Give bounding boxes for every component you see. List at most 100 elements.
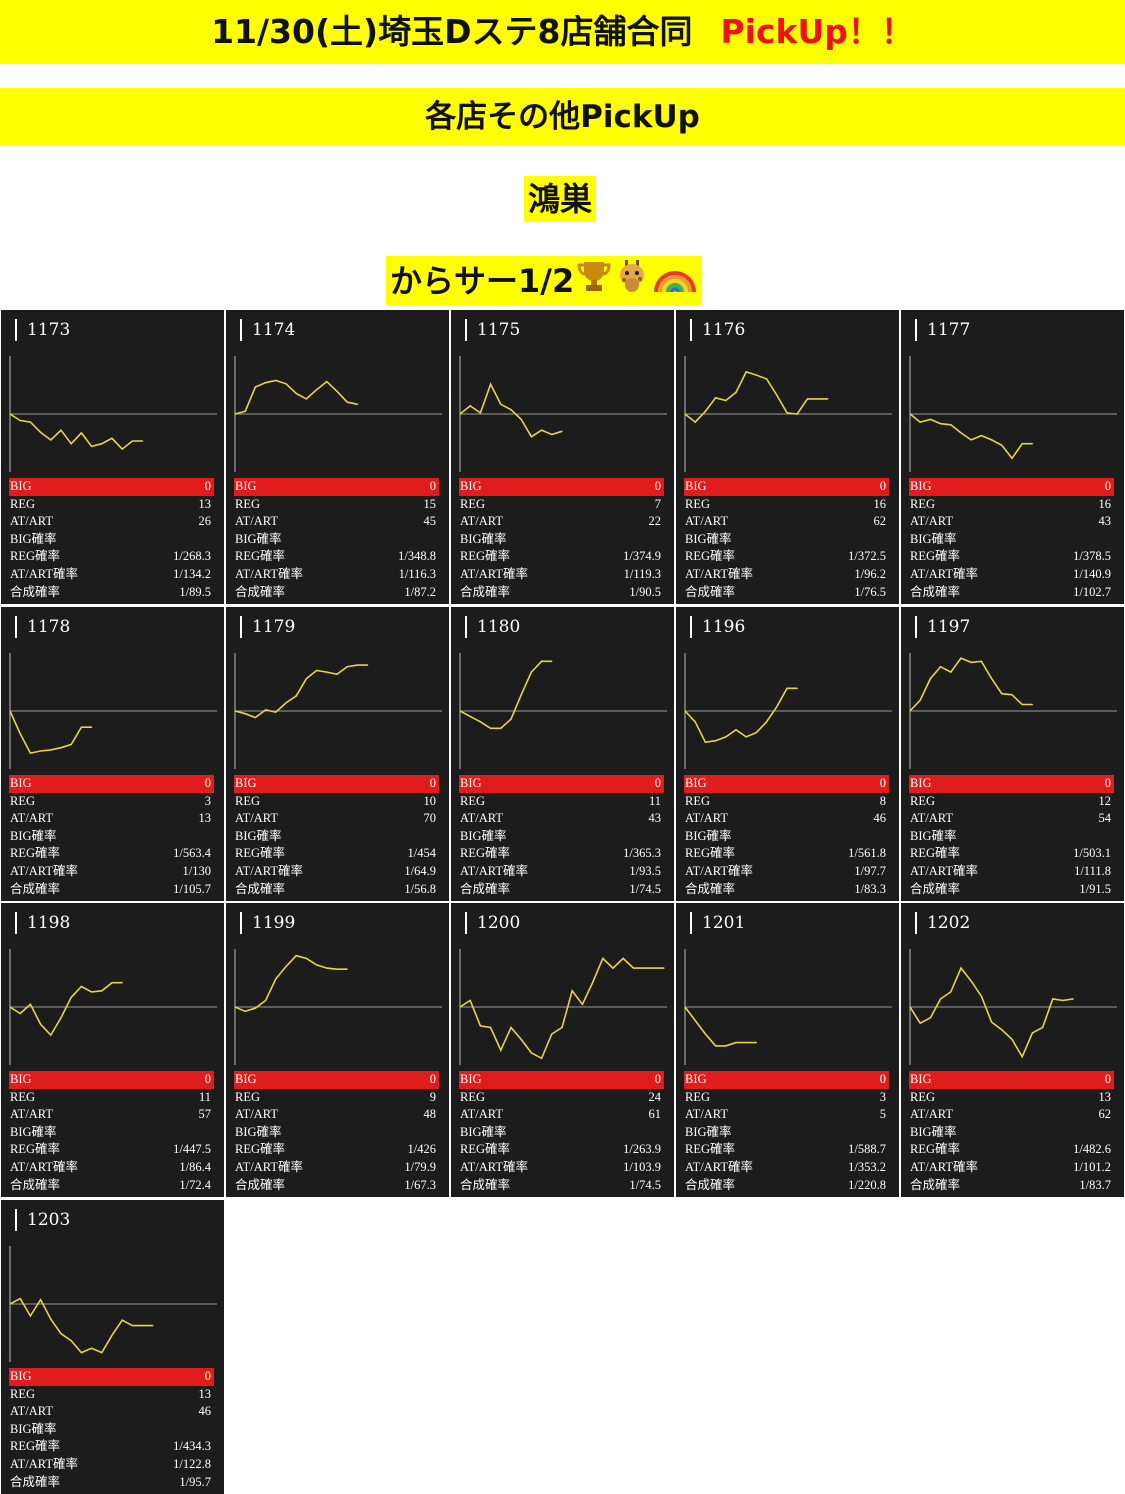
stats-table: BIG 0 REG 11 AT/ART 43 BIG確率 REG確率 1/365.3 AT/ART… (459, 775, 664, 898)
slump-point (60, 429, 62, 431)
slump-point (244, 713, 246, 715)
stat-label: REG (685, 793, 710, 808)
stat-value: 1/365.3 (623, 846, 661, 861)
stat-value: 0 (1104, 1072, 1111, 1086)
stat-row-big-rate: BIG確率 (909, 828, 1111, 846)
slump-point (29, 421, 31, 423)
stat-value: 1/426 (407, 1142, 436, 1157)
slump-line (9, 413, 143, 451)
stat-label: REG (235, 793, 260, 808)
stat-row-reg-rate: REG確率 1/374.9 (459, 548, 661, 566)
slump-point (326, 967, 328, 969)
slump-point (19, 1298, 21, 1300)
stat-label: BIG (10, 776, 32, 790)
slump-point (326, 381, 328, 383)
slump-point (919, 1022, 921, 1024)
slump-point (551, 660, 553, 662)
stat-row-reg: REG 8 (684, 793, 886, 811)
stat-label: AT/ART確率 (460, 863, 528, 878)
stat-row-total-rate: 合成確率 1/102.7 (909, 584, 1111, 602)
slump-point (541, 660, 543, 662)
stats-table: BIG 0 REG 3 AT/ART 5 BIG確率 REG確率 1/588.7 AT/ART確率… (684, 1071, 889, 1194)
stat-label: AT/ART確率 (235, 566, 303, 581)
slump-point (755, 1042, 757, 1044)
machine-number: 1174 (240, 319, 295, 341)
slump-point (500, 1049, 502, 1051)
slump-line (9, 710, 92, 755)
stat-row-reg: REG 9 (234, 1089, 436, 1107)
slump-line (9, 981, 123, 1037)
stat-row-at-rate: AT/ART確率 1/96.2 (684, 566, 886, 584)
stat-value: 1/74.5 (629, 1177, 661, 1192)
stat-value: 54 (1098, 811, 1112, 826)
slump-point (131, 1325, 133, 1327)
slump-point (715, 397, 717, 399)
slump-point (980, 995, 982, 997)
slump-point (244, 410, 246, 412)
stat-label: AT/ART確率 (685, 863, 753, 878)
slump-line (234, 379, 358, 415)
machine-panel: 1197 BIG 0 REG 12 AT/ART 54 BIG確率 REG確率 1/503.1 AT… (901, 607, 1124, 901)
stat-value: 1/482.6 (1073, 1142, 1111, 1157)
stat-label: AT/ART確率 (235, 863, 303, 878)
stat-label: REG確率 (10, 1142, 61, 1157)
slump-point (715, 1045, 717, 1047)
slump-point (459, 1006, 461, 1008)
stat-value: 1/101.2 (1073, 1159, 1111, 1174)
stat-row-reg: REG 7 (459, 496, 661, 514)
stat-label: AT/ART (910, 811, 953, 826)
slump-point (295, 392, 297, 395)
machine-panel: 1178 BIG 0 REG 3 AT/ART 13 BIG確率 REG確率 1/563.4 AT/… (1, 607, 224, 901)
machine-name-tag: からサー1/2 (386, 256, 703, 306)
stat-row-at: AT/ART 70 (234, 810, 436, 828)
stat-row-at: AT/ART 57 (9, 1106, 211, 1124)
stat-value: 1/374.9 (623, 549, 661, 564)
stat-label: REG (460, 1089, 485, 1104)
stat-row-reg: REG 3 (9, 793, 211, 811)
slump-point (970, 980, 972, 982)
stat-value: 26 (198, 514, 212, 529)
stat-label: 合成確率 (910, 584, 961, 599)
stat-value: 1/96.2 (854, 566, 886, 581)
machine-number: 1202 (915, 912, 970, 934)
slump-point (622, 957, 624, 959)
slump-point (1021, 443, 1023, 445)
stat-value: 3 (879, 1089, 886, 1104)
slump-point (602, 957, 604, 959)
stat-label: BIG確率 (10, 1421, 57, 1436)
stat-label: AT/ART (10, 1107, 53, 1122)
stat-row-big-rate: BIG確率 (459, 1124, 661, 1142)
stat-value: 45 (423, 514, 437, 529)
slump-point (9, 1006, 11, 1008)
slump-graph (234, 356, 442, 472)
stat-label: REG (10, 1089, 35, 1104)
stat-value: 1/130 (182, 863, 211, 878)
slump-point (254, 716, 256, 719)
stat-row-big: BIG 0 (9, 478, 214, 496)
slump-point (265, 999, 267, 1002)
stat-row-at: AT/ART 62 (909, 1106, 1111, 1124)
slump-point (254, 386, 256, 388)
slump-point (29, 1003, 31, 1005)
stat-label: 合成確率 (460, 1177, 511, 1192)
machine-name: からサー1/2 (390, 262, 575, 300)
stat-value: 61 (648, 1107, 662, 1122)
slump-point (19, 419, 21, 422)
stat-label: AT/ART (910, 514, 953, 529)
stat-row-at-rate: AT/ART確率 1/122.8 (9, 1456, 211, 1474)
stat-label: BIG確率 (910, 1124, 957, 1139)
stat-label: BIG (910, 776, 932, 790)
stat-label: REG確率 (685, 846, 736, 861)
stat-row-reg: REG 10 (234, 793, 436, 811)
slump-point (725, 736, 727, 738)
stat-value: 7 (654, 496, 661, 511)
subtitle-banner: 各店その他PickUp (0, 88, 1125, 146)
stat-label: AT/ART (10, 514, 53, 529)
slump-graph (459, 949, 667, 1065)
stat-label: AT/ART確率 (10, 1456, 78, 1471)
slump-point (827, 398, 829, 400)
machine-panel: 1202 BIG 0 REG 13 AT/ART 62 BIG確率 REG確率 1/482.6 AT… (901, 903, 1124, 1197)
slump-point (694, 1019, 696, 1022)
slump-point (909, 710, 911, 712)
stat-value: 0 (654, 479, 661, 493)
